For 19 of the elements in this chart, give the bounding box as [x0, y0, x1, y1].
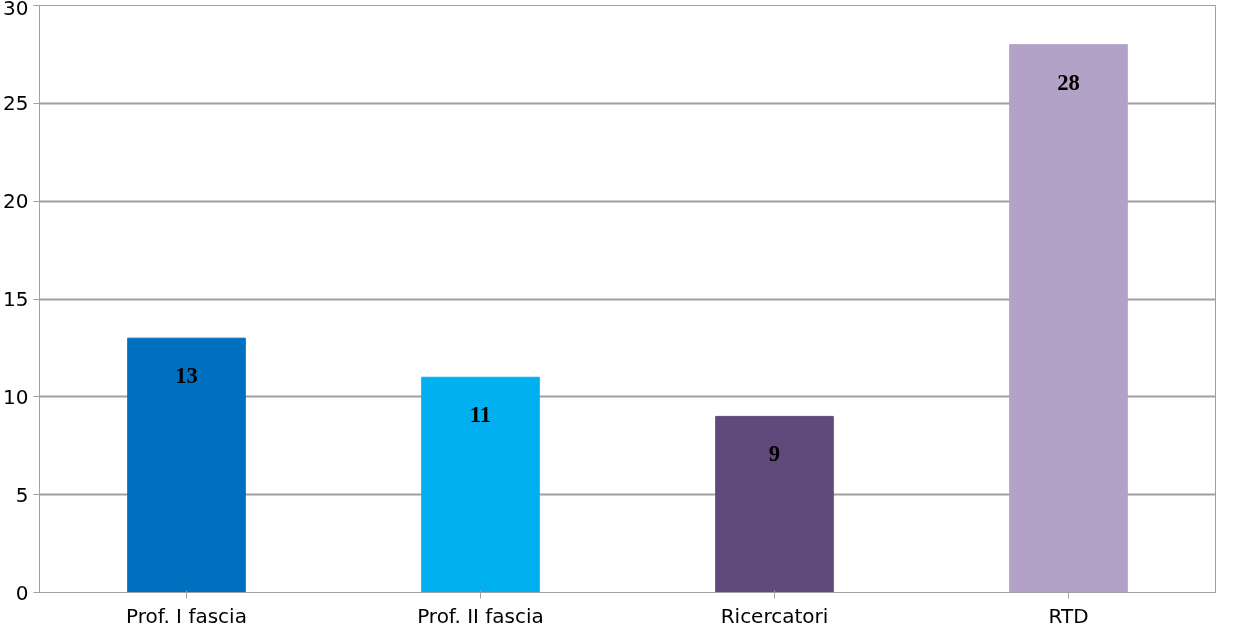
x-tick-label: Prof. II fascia	[417, 603, 544, 628]
y-tick-label: 25	[3, 91, 29, 116]
data-label: 11	[469, 402, 492, 428]
y-tick-label: 15	[3, 287, 29, 311]
data-label: 28	[1057, 69, 1080, 95]
data-label: 13	[175, 363, 198, 389]
bar	[421, 376, 540, 593]
y-tick-label: 10	[3, 384, 29, 409]
bar	[1009, 44, 1128, 593]
y-tick-label: 30	[3, 0, 29, 20]
bar	[127, 337, 246, 593]
y-tick-label: 5	[15, 482, 29, 507]
data-label: 9	[768, 441, 781, 467]
y-tick-label: 20	[3, 189, 29, 214]
x-tick-label: RTD	[1048, 603, 1089, 628]
x-tick-label: Ricercatori	[720, 603, 829, 628]
bar	[715, 415, 834, 593]
x-tick-label: Prof. I fascia	[126, 603, 247, 628]
y-tick-label: 0	[15, 580, 29, 605]
